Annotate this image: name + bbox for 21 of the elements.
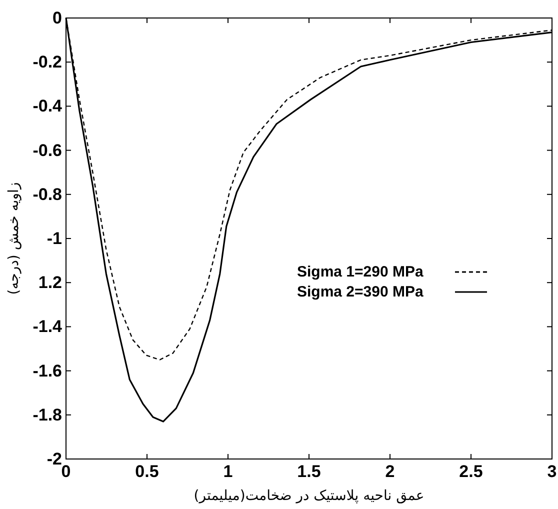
y-tick-label: -0.6: [32, 140, 62, 160]
x-tick-label: 1: [223, 462, 233, 481]
y-tick-label: 1.2: [38, 273, 62, 292]
y-tick-label: -1.4: [32, 317, 63, 336]
legend-label: Sigma 1=290 MPa: [297, 264, 424, 280]
x-tick-label: 1.5: [297, 462, 321, 481]
legend-label: Sigma 2=390 MPa: [297, 284, 424, 300]
y-tick-label: 0: [52, 8, 62, 28]
y-tick-label: -1.6: [32, 361, 62, 380]
x-tick-label: 3: [547, 462, 557, 481]
x-axis-title: عمق ناحیه پلاستیک در ضخامت(میلیمتر): [194, 488, 424, 504]
x-tick-label: 2: [385, 462, 395, 481]
y-tick-label: -1: [46, 229, 62, 248]
x-tick-label: 2.5: [459, 462, 483, 481]
y-tick-label: -0.8: [32, 184, 62, 204]
y-tick-label: -0.2: [32, 52, 62, 72]
y-axis-title: زاویه خمش (درجه): [6, 182, 22, 295]
y-tick-label: -1.8: [32, 405, 62, 424]
y-tick-label: -0.4: [32, 96, 63, 116]
y-tick-label: -2: [46, 450, 62, 468]
x-tick-label: 0.5: [135, 462, 159, 481]
